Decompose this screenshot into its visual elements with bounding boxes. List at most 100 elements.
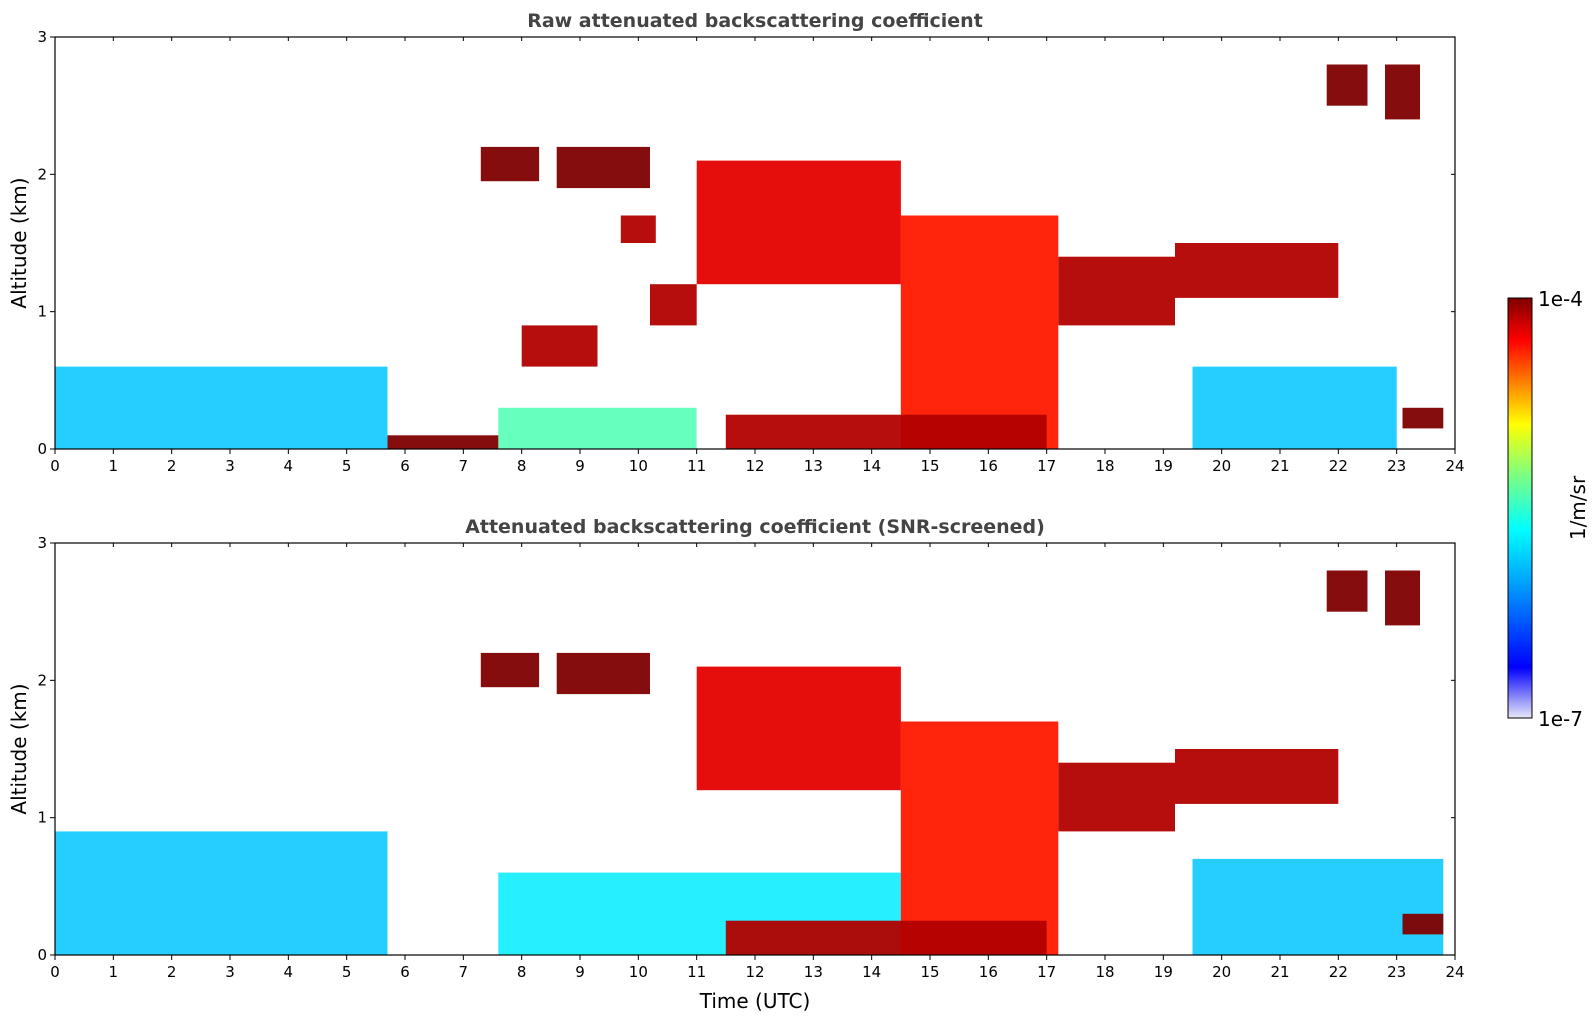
x-tick-label: 0: [50, 963, 60, 981]
x-tick-label: 16: [979, 457, 998, 475]
x-tick-label: 4: [284, 457, 294, 475]
panel-title: Raw attenuated backscattering coefficien…: [527, 10, 983, 32]
x-tick-label: 8: [517, 963, 527, 981]
x-tick-label: 11: [687, 963, 706, 981]
heatmap-cloud: [696, 160, 901, 285]
screened-backscatter-panel: Attenuated backscattering coefficient (S…: [7, 516, 1465, 1013]
heatmap-cloud: [900, 721, 1059, 955]
x-tick-label: 21: [1270, 963, 1289, 981]
x-tick-label: 15: [920, 457, 939, 475]
x-tick-label: 22: [1329, 963, 1348, 981]
x-tick-label: 12: [745, 457, 764, 475]
x-tick-label: 23: [1387, 457, 1406, 475]
heatmap-cloud: [1385, 570, 1420, 626]
heatmap-aerosol-layer: [498, 407, 697, 449]
x-tick-label: 0: [50, 457, 60, 475]
heatmap-cloud: [521, 325, 598, 367]
x-tick-label: 4: [284, 963, 294, 981]
x-tick-label: 17: [1037, 963, 1056, 981]
x-tick-label: 17: [1037, 457, 1056, 475]
y-tick-label: 3: [37, 534, 47, 552]
x-tick-label: 13: [804, 457, 823, 475]
x-tick-label: 14: [862, 963, 881, 981]
y-axis-label: Altitude (km): [7, 683, 31, 814]
x-tick-label: 9: [575, 963, 585, 981]
x-axis-label: Time (UTC): [699, 989, 811, 1013]
heatmap-drizzle-layer: [725, 920, 1047, 955]
heatmap-cloud: [1175, 243, 1339, 298]
x-tick-label: 6: [400, 457, 410, 475]
x-tick-label: 10: [629, 963, 648, 981]
heatmap-cloud: [480, 146, 540, 182]
heatmap-boundary-layer: [55, 366, 388, 449]
colorbar-unit-label: 1/m/sr: [1566, 475, 1590, 540]
x-tick-label: 2: [167, 457, 177, 475]
x-tick-label: 10: [629, 457, 648, 475]
y-tick-label: 1: [37, 303, 47, 321]
y-tick-label: 0: [37, 440, 47, 458]
x-tick-label: 3: [225, 457, 235, 475]
heatmap-cloud: [1326, 570, 1368, 612]
x-tick-label: 15: [920, 963, 939, 981]
heatmap-cloud: [1058, 762, 1175, 832]
heatmap-cloud: [1175, 749, 1339, 804]
x-tick-label: 14: [862, 457, 881, 475]
heatmap-cells: [55, 570, 1444, 955]
colorbar-min-label: 1e-7: [1538, 707, 1583, 731]
x-tick-label: 23: [1387, 963, 1406, 981]
x-tick-label: 18: [1095, 457, 1114, 475]
x-tick-label: 19: [1154, 963, 1173, 981]
x-tick-label: 20: [1212, 457, 1231, 475]
heatmap-cloud: [556, 652, 650, 695]
x-axis: 0 1 2 3 4 5 6 7 8 9 10 11 12 13 14 15 16 17 18 19 20 21 22 23 24: [50, 543, 1465, 981]
heatmap-boundary-layer: [1192, 858, 1444, 955]
heatmap-boundary-layer: [55, 831, 388, 955]
x-tick-label: 1: [109, 457, 119, 475]
x-tick-label: 24: [1445, 963, 1464, 981]
x-tick-label: 13: [804, 963, 823, 981]
x-tick-label: 21: [1270, 457, 1289, 475]
y-axis: 0 1 2 3: [37, 534, 1455, 964]
x-tick-label: 7: [459, 963, 469, 981]
x-tick-label: 24: [1445, 457, 1464, 475]
x-tick-label: 20: [1212, 963, 1231, 981]
heatmap-cloud: [387, 435, 499, 449]
x-tick-label: 2: [167, 963, 177, 981]
x-tick-label: 19: [1154, 457, 1173, 475]
x-tick-label: 3: [225, 963, 235, 981]
colorbar: 1e-4 1e-7 1/m/sr: [1507, 287, 1590, 731]
x-tick-label: 1: [109, 963, 119, 981]
y-axis-label: Altitude (km): [7, 177, 31, 308]
x-tick-label: 16: [979, 963, 998, 981]
heatmap-cloud: [1402, 913, 1444, 935]
heatmap-cloud: [900, 215, 1059, 449]
heatmap-cloud: [1385, 64, 1420, 120]
colorbar-max-label: 1e-4: [1538, 287, 1583, 311]
heatmap-cloud: [1058, 256, 1175, 326]
heatmap-drizzle-layer: [725, 414, 1047, 449]
x-tick-label: 6: [400, 963, 410, 981]
x-tick-label: 9: [575, 457, 585, 475]
heatmap-boundary-layer: [1192, 366, 1397, 449]
x-tick-label: 8: [517, 457, 527, 475]
x-axis: 0 1 2 3 4 5 6 7 8 9 10 11 12 13 14 15 16 17 18 19 20 21 22 23 24: [50, 37, 1465, 475]
y-tick-label: 0: [37, 946, 47, 964]
y-tick-label: 2: [37, 165, 47, 183]
y-axis: 0 1 2 3: [37, 28, 1455, 458]
heatmap-cloud: [556, 146, 650, 189]
x-tick-label: 12: [745, 963, 764, 981]
y-tick-label: 3: [37, 28, 47, 46]
x-tick-label: 22: [1329, 457, 1348, 475]
heatmap-cloud: [650, 284, 697, 326]
heatmap-cloud: [620, 215, 656, 243]
x-tick-label: 11: [687, 457, 706, 475]
colorbar-gradient: [1507, 297, 1533, 719]
panel-title: Attenuated backscattering coefficient (S…: [465, 516, 1045, 538]
x-tick-label: 5: [342, 963, 352, 981]
heatmap-cloud: [1326, 64, 1368, 106]
heatmap-cloud: [696, 666, 901, 791]
raw-backscatter-panel: Raw attenuated backscattering coefficien…: [7, 10, 1465, 475]
x-tick-label: 7: [459, 457, 469, 475]
x-tick-label: 18: [1095, 963, 1114, 981]
